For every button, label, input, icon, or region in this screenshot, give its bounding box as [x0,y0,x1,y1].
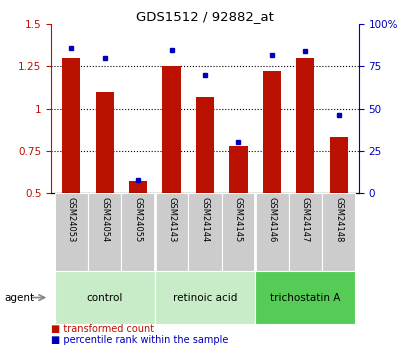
Bar [121,193,155,271]
Bar [329,137,347,193]
Text: GSM24144: GSM24144 [200,197,209,242]
Bar [321,193,355,271]
Bar [288,193,321,271]
Text: GSM24145: GSM24145 [234,197,242,242]
Bar [62,58,80,193]
Bar [254,193,288,271]
Bar [155,271,254,324]
Bar [262,71,280,193]
Text: retinoic acid: retinoic acid [172,293,237,303]
Bar [254,271,355,324]
Text: GSM24146: GSM24146 [267,197,276,243]
Text: GSM24147: GSM24147 [300,197,309,243]
Bar [295,58,314,193]
Text: ■ percentile rank within the sample: ■ percentile rank within the sample [51,335,228,345]
Text: GSM24148: GSM24148 [333,197,342,243]
Bar [221,193,254,271]
Bar [229,146,247,193]
Text: control: control [86,293,123,303]
Bar [188,193,221,271]
Bar [129,181,147,193]
Bar [155,193,188,271]
Bar [54,271,155,324]
Bar [88,193,121,271]
Text: GSM24053: GSM24053 [67,197,76,243]
Text: ■ transformed count: ■ transformed count [51,325,154,334]
Bar [162,66,180,193]
Text: trichostatin A: trichostatin A [270,293,339,303]
Text: GSM24143: GSM24143 [167,197,175,243]
Bar [196,97,213,193]
Title: GDS1512 / 92882_at: GDS1512 / 92882_at [136,10,273,23]
Bar [95,92,114,193]
Text: GSM24054: GSM24054 [100,197,109,242]
Bar [54,193,88,271]
Text: GSM24055: GSM24055 [133,197,142,242]
Text: agent: agent [4,293,34,303]
